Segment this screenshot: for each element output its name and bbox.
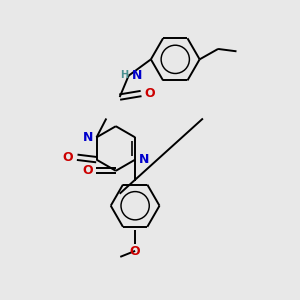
Text: O: O xyxy=(130,245,140,258)
Text: H: H xyxy=(120,70,128,80)
Text: N: N xyxy=(139,153,149,166)
Text: O: O xyxy=(63,151,73,164)
Text: N: N xyxy=(132,69,142,82)
Text: O: O xyxy=(82,164,93,177)
Text: O: O xyxy=(145,87,155,100)
Text: N: N xyxy=(82,131,93,144)
